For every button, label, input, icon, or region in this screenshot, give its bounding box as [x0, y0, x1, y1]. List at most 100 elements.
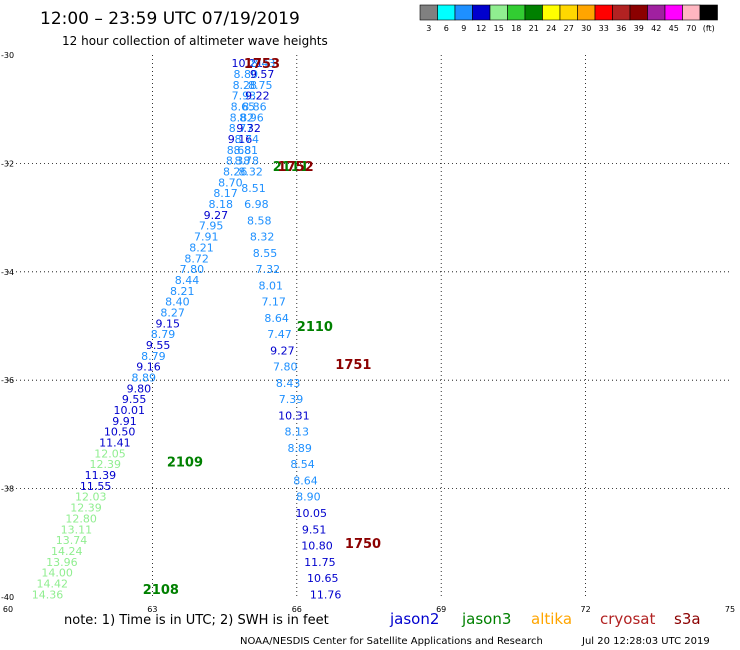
swh-value: 7.32	[256, 263, 281, 276]
swh-value: 10.50	[104, 426, 136, 439]
satellite-legend-cryosat: cryosat	[600, 610, 655, 628]
swh-value: 10.65	[307, 572, 339, 585]
colorbar-swatch	[699, 4, 718, 21]
pass-time-label: 2111	[273, 160, 309, 175]
colorbar-swatch	[472, 4, 491, 21]
pass-time-label: 1751	[335, 358, 371, 373]
pass-time-label: 1753	[244, 57, 280, 72]
colorbar-swatch	[647, 4, 666, 21]
swh-value: 7.95	[199, 220, 224, 233]
pass-time-label: 2110	[297, 320, 333, 335]
swh-value: 8.70	[218, 176, 243, 189]
swh-value: 8.64	[293, 474, 318, 487]
swh-value: 14.42	[37, 577, 69, 590]
colorbar-label: 30	[581, 24, 591, 33]
swh-value: 8.54	[290, 458, 315, 471]
colorbar-label: 15	[494, 24, 504, 33]
swh-value: 8.13	[285, 426, 310, 439]
swh-value: 10.80	[301, 540, 333, 553]
colorbar-swatch	[577, 4, 596, 21]
swh-value: 11.39	[85, 469, 117, 482]
colorbar-label: (ft)	[703, 24, 715, 33]
swh-value: 11.41	[99, 437, 131, 450]
swh-value: 9.55	[122, 393, 147, 406]
swh-value: 8.80	[234, 68, 259, 81]
swh-value: 8.79	[141, 350, 166, 363]
swh-value: 10.05	[295, 507, 327, 520]
swh-value: 8.55	[253, 247, 278, 260]
swh-value: 10.21	[231, 57, 263, 70]
swh-value: 14.24	[51, 545, 83, 558]
x-tick-label: 75	[725, 605, 735, 614]
swh-value: 8.58	[247, 214, 272, 227]
y-tick-label: -36	[1, 376, 14, 385]
swh-value: 9.22	[245, 90, 270, 103]
colorbar-label: 42	[651, 24, 661, 33]
colorbar-label: 24	[546, 24, 556, 33]
colorbar-label: 6	[444, 24, 449, 33]
swh-value: 9.91	[112, 415, 137, 428]
swh-value: 7.80	[180, 263, 205, 276]
colorbar-label: 21	[529, 24, 539, 33]
swh-value: 9.80	[127, 382, 152, 395]
x-tick-label: 66	[292, 605, 302, 614]
swh-value: 8.32	[250, 231, 275, 244]
swh-points: 10.218.808.287.938.658.828.779.168.688.3…	[32, 57, 342, 601]
swh-value: 8.17	[213, 187, 238, 200]
colorbar-label: 45	[669, 24, 679, 33]
swh-value: 8.82	[230, 111, 255, 124]
swh-value: 13.96	[46, 556, 78, 569]
colorbar-swatch	[542, 4, 561, 21]
swh-value: 8.89	[287, 442, 312, 455]
swh-value: 12.03	[75, 491, 107, 504]
swh-value: 9.15	[156, 317, 181, 330]
swh-value: 8.43	[251, 57, 276, 70]
colorbar-label: 12	[476, 24, 486, 33]
swh-value: 8.64	[264, 312, 289, 325]
swh-value: 14.00	[41, 567, 73, 580]
x-tick-label: 60	[3, 605, 13, 614]
colorbar-label: 27	[564, 24, 574, 33]
swh-value: 8.26	[223, 166, 248, 179]
swh-value: 8.74	[234, 133, 259, 146]
x-tick-label: 63	[147, 605, 157, 614]
swh-value: 12.39	[89, 458, 121, 471]
satellite-legend: jason2 jason3 altika cryosat s3a	[389, 610, 701, 628]
y-tick-label: -30	[1, 51, 14, 60]
swh-value: 11.76	[310, 588, 342, 601]
swh-value: 9.32	[236, 122, 261, 135]
swh-value: 8.40	[165, 296, 190, 309]
swh-value: 8.51	[241, 182, 266, 195]
colorbar-swatch	[594, 4, 613, 21]
x-tick-label: 69	[436, 605, 446, 614]
swh-value: 7.91	[194, 231, 219, 244]
satellite-legend-jason2: jason2	[389, 610, 439, 628]
colorbar-swatch	[524, 4, 543, 21]
swh-value: 12.39	[70, 502, 102, 515]
satellite-legend-s3a: s3a	[674, 610, 701, 628]
swh-value: 11.55	[80, 480, 112, 493]
axis-ticks: -30 -32 -34 -36 -38 -40 60 63 66 69 72 75	[1, 51, 735, 614]
footer-credit: NOAA/NESDIS Center for Satellite Applica…	[240, 636, 543, 647]
swh-value: 13.74	[56, 534, 88, 547]
swh-value: 6.98	[244, 198, 269, 211]
colorbar-label: 36	[616, 24, 626, 33]
y-tick-label: -40	[1, 593, 14, 602]
swh-value: 8.21	[170, 285, 195, 298]
swh-value: 9.51	[302, 523, 327, 536]
swh-value: 8.01	[259, 279, 284, 292]
footer-timestamp: Jul 20 12:28:03 UTC 2019	[581, 636, 710, 647]
colorbar-swatch	[507, 4, 526, 21]
satellite-legend-jason3: jason3	[461, 610, 511, 628]
swh-value: 8.43	[276, 377, 301, 390]
swh-value: 8.90	[296, 491, 321, 504]
colorbar-swatch	[629, 4, 648, 21]
pass-time-label: 2109	[167, 456, 203, 471]
swh-value: 9.16	[136, 361, 161, 374]
swh-value: 9.55	[146, 339, 171, 352]
swh-value: 9.16	[228, 133, 253, 146]
swh-value: 8.28	[233, 79, 258, 92]
y-tick-label: -34	[1, 268, 14, 277]
